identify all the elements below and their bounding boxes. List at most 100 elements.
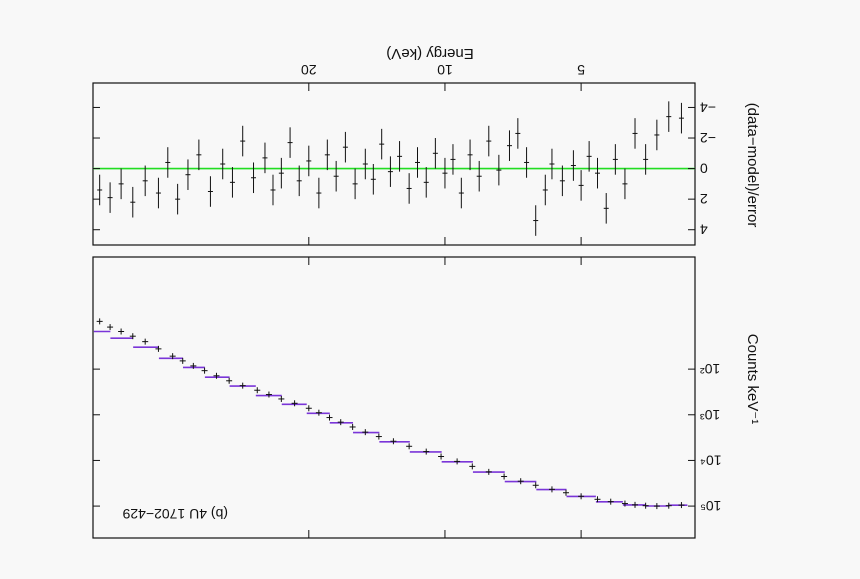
spectrum-panel-frame	[92, 256, 696, 539]
spectrum-data-point	[532, 482, 539, 489]
residual-y-tick-label: 2	[700, 191, 708, 207]
spectrum-data-point	[501, 473, 508, 480]
residual-data-point	[476, 160, 482, 192]
residual-data-point	[542, 174, 548, 206]
residual-data-point	[486, 125, 492, 157]
residual-data-point	[370, 164, 376, 195]
residual-data-point	[278, 157, 284, 189]
spectrum-data-point	[665, 502, 672, 509]
counts-axis-label: Counts keV⁻¹	[744, 334, 761, 424]
residual-data-point	[296, 165, 302, 197]
spectrum-data-point	[291, 400, 298, 407]
residual-points	[97, 101, 684, 236]
spectrum-data-point	[305, 405, 312, 412]
residual-data-point	[240, 125, 246, 157]
spectrum-data-point	[254, 387, 261, 394]
spectrum-data-point	[129, 333, 136, 340]
residual-data-point	[533, 205, 539, 236]
residual-data-point	[333, 160, 339, 192]
spectrum-data-point	[562, 489, 569, 496]
residual-data-point	[262, 142, 268, 174]
spectrum-data-point	[201, 367, 208, 374]
residual-data-point	[622, 168, 628, 200]
spectrum-data-point	[548, 486, 555, 493]
residual-x-tick-label: 5	[577, 62, 585, 78]
spectrum-data-point	[678, 502, 685, 509]
spectrum-data-point	[142, 338, 149, 345]
residual-data-point	[175, 183, 181, 215]
residual-data-point	[666, 101, 672, 132]
residual-data-point	[165, 147, 171, 178]
residual-data-point	[142, 165, 148, 197]
spectrum-data-point	[349, 423, 356, 430]
residual-data-point	[594, 157, 600, 189]
spectrum-data-point	[278, 395, 285, 402]
residual-data-point	[397, 141, 403, 172]
spectrum-y-tick-label: 10⁴	[700, 452, 722, 468]
residual-data-point	[632, 118, 638, 149]
spectrum-data-point	[179, 357, 186, 364]
spectrum-data-point	[315, 409, 322, 416]
spectrum-data-point	[326, 414, 333, 421]
spectrum-data-point	[607, 498, 614, 505]
residual-data-point	[414, 147, 420, 178]
residual-data-point	[450, 144, 456, 175]
residual-y-tick-label: −4	[700, 99, 716, 115]
residual-data-point	[524, 147, 530, 178]
spectrum-panel: 10² 10³ 10⁴ 10⁵	[92, 256, 722, 539]
residual-data-point	[316, 177, 322, 209]
source-annotation: (b) 4U 1702−429	[122, 506, 228, 522]
residual-data-point	[432, 138, 438, 169]
spectrum-data-point	[406, 443, 413, 450]
residual-axis-label: (data−model)/error	[744, 103, 761, 228]
spectrum-data-point	[469, 463, 476, 470]
residual-data-point	[387, 156, 393, 187]
residual-data-point	[549, 148, 555, 180]
spectrum-data-point	[621, 500, 628, 507]
residual-data-point	[467, 139, 473, 171]
residual-data-point	[570, 150, 576, 181]
residual-data-point	[97, 174, 103, 206]
residual-data-point	[678, 102, 684, 134]
spectrum-data-point	[423, 448, 430, 455]
residual-data-point	[654, 119, 660, 151]
residual-data-point	[287, 127, 293, 158]
spectrum-data-point	[454, 458, 461, 465]
residual-data-point	[458, 177, 464, 209]
residual-data-point	[586, 141, 592, 172]
spectrum-data-point	[107, 324, 114, 331]
energy-axis-label: Energy (keV)	[386, 45, 474, 62]
spectrum-data-point	[239, 382, 246, 389]
residual-data-point	[185, 159, 191, 190]
residual-data-point	[515, 118, 521, 149]
residual-y-tick-label: 4	[700, 222, 708, 238]
spectrum-data-point	[375, 433, 382, 440]
residual-data-point	[612, 144, 618, 175]
spectrum-data-point	[594, 496, 601, 503]
spectrum-data-point	[169, 353, 176, 360]
residual-data-point	[306, 145, 312, 177]
residual-x-tick-label: 10	[437, 62, 453, 78]
spectrum-data-point	[485, 468, 492, 475]
spectrum-data-point	[118, 328, 125, 335]
residual-data-point	[559, 165, 565, 197]
residual-data-point	[362, 148, 368, 180]
spectrum-data-point	[155, 345, 162, 352]
spectrum-y-tick-label: 10²	[700, 361, 721, 377]
spectrum-data-point	[337, 419, 344, 426]
residual-data-point	[270, 174, 276, 206]
spectrum-y-tick-label: 10⁵	[700, 498, 721, 514]
spectrum-data-point	[632, 501, 639, 508]
spectrum-y-tick-label: 10³	[700, 407, 721, 423]
residual-data-point	[506, 130, 512, 161]
residual-data-point	[578, 170, 584, 201]
residual-data-point	[220, 148, 226, 180]
spectrum-data-point	[390, 438, 397, 445]
residual-data-point	[406, 173, 412, 204]
residual-y-tick-label: −2	[700, 130, 716, 146]
residual-data-point	[229, 167, 235, 198]
